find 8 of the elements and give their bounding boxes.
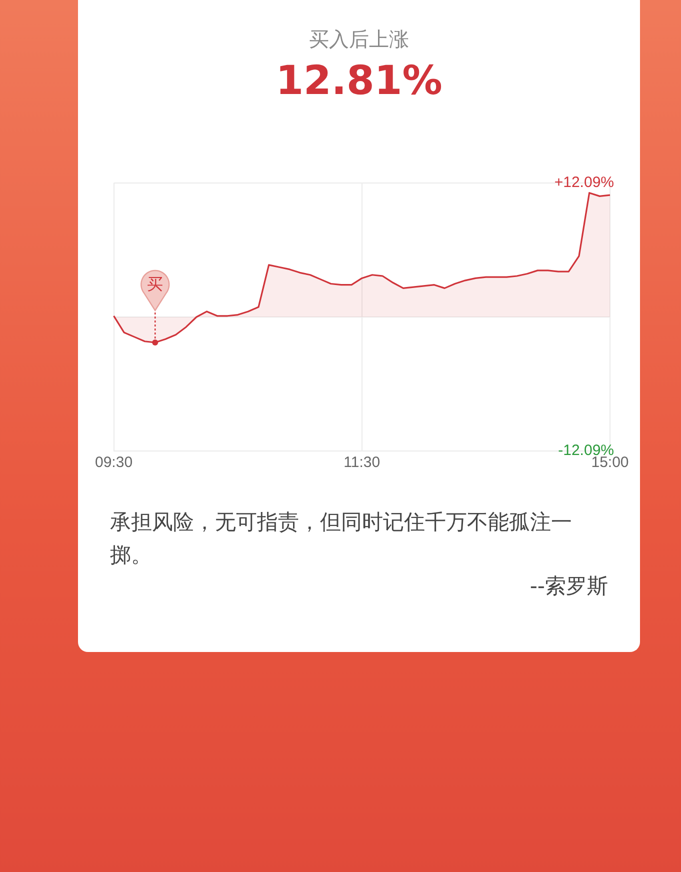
x-tick-label: 11:30 (344, 454, 380, 472)
y-tick-label: +12.09% (554, 174, 614, 192)
x-tick-label: 09:30 (94, 454, 133, 472)
chart-title: 买入后上涨 (308, 26, 410, 53)
chart-subtitle: 12.81% (274, 58, 444, 104)
text: --索罗斯 (530, 573, 608, 600)
annotation: 买 (147, 274, 164, 294)
text: 承担风险，无可指责，但同时记住千万不能孤注一掷。 (110, 509, 573, 569)
